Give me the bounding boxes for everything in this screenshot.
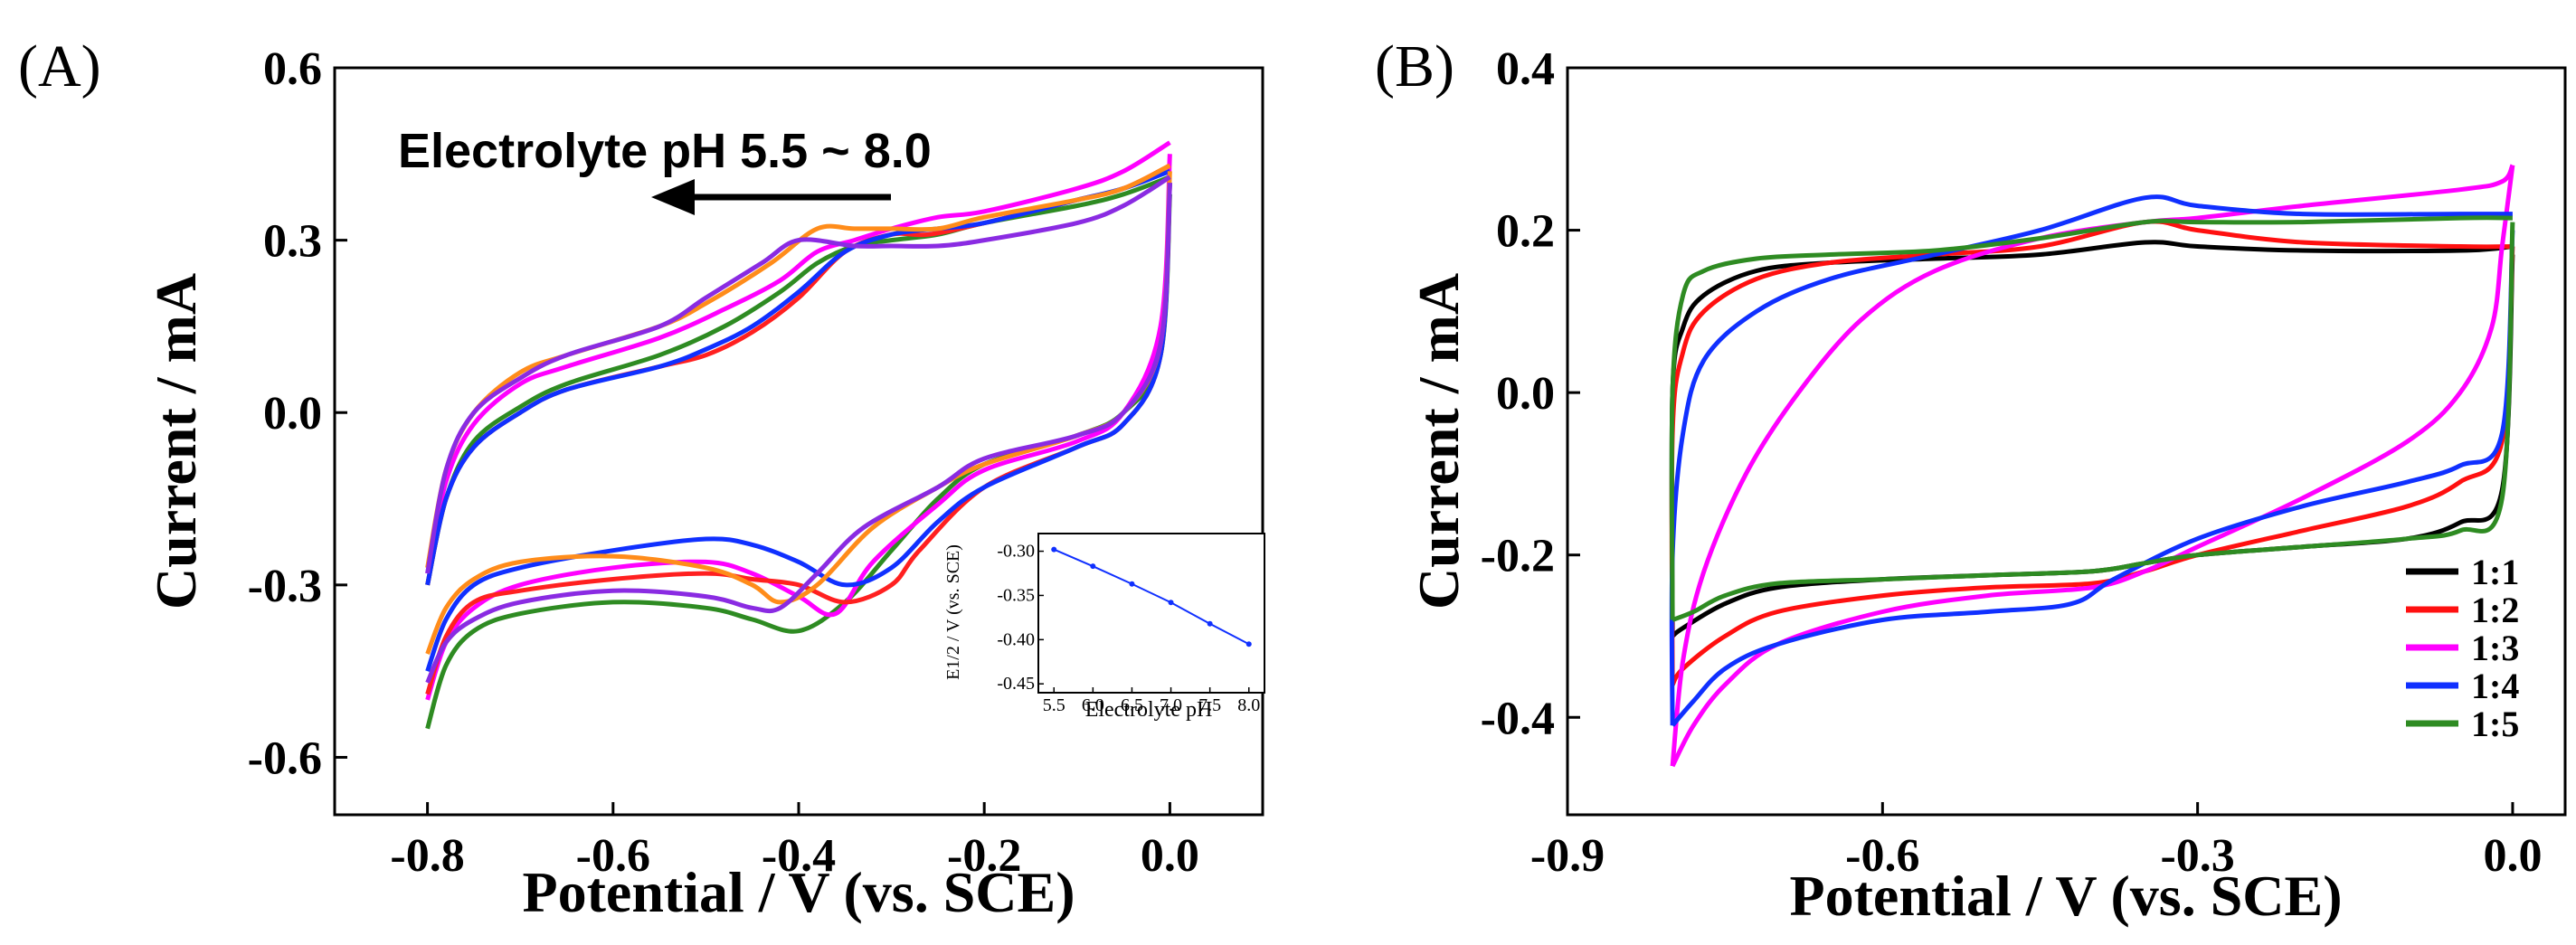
x-tick-label: -0.2 — [947, 830, 1021, 882]
cv-curve-forward — [1671, 254, 2515, 638]
inset-y-tick-label: -0.30 — [997, 542, 1035, 562]
panel-b-legend: 1:11:21:31:41:5 — [2406, 552, 2519, 744]
panel-a-x-ticks: -0.8 -0.6 -0.4 -0.2 0.0 — [390, 802, 1199, 882]
cv-curve-reverse — [1669, 215, 2513, 620]
ph-direction-arrow — [651, 179, 891, 215]
cv-curve-forward — [1670, 246, 2515, 686]
cv-curve-forward — [425, 182, 1172, 673]
cv-curve-reverse — [425, 175, 1171, 574]
cv-curve-forward — [425, 182, 1172, 684]
y-tick-label: 0.2 — [1496, 206, 1555, 258]
cv-curve-reverse — [425, 140, 1171, 574]
cv-curve-forward — [1672, 222, 2515, 622]
panel-a-series-group — [425, 140, 1172, 730]
y-tick-label: -0.3 — [248, 561, 322, 612]
x-tick-label: -0.8 — [390, 830, 464, 882]
y-tick-label: -0.2 — [1481, 531, 1555, 582]
x-tick-label: -0.6 — [576, 830, 650, 882]
panel-b-label: (B) — [1375, 33, 1454, 99]
inset-point — [1168, 600, 1174, 606]
y-tick-label: 0.0 — [1496, 368, 1555, 420]
panel-b-y-ticks: -0.4 -0.2 0.0 0.2 0.4 — [1481, 43, 1580, 744]
cv-curve-reverse — [1670, 164, 2515, 767]
inset-point — [1090, 563, 1096, 570]
panel-a-y-axis-label: Current / mA — [144, 273, 208, 610]
y-tick-label: 0.6 — [263, 43, 322, 95]
y-tick-label: 0.3 — [263, 216, 322, 268]
inset-x-tick-label: 6.0 — [1082, 695, 1104, 715]
x-tick-label: 0.0 — [1141, 830, 1199, 882]
cv-curve-forward — [1671, 230, 2515, 727]
inset-x-tick-label: 7.5 — [1198, 695, 1221, 715]
y-tick-label: -0.6 — [248, 732, 322, 784]
panel-a-inset: 5.5 6.0 6.5 7.0 7.5 8.0 -0.30 -0.35 -0.40 -0.45 E… — [943, 533, 1265, 722]
panel-b-x-axis-label: Potential / V (vs. SCE) — [1790, 864, 2343, 928]
inset-point — [1207, 620, 1213, 627]
cv-curve-reverse — [1669, 240, 2514, 637]
inset-x-tick-label: 7.0 — [1160, 695, 1182, 715]
cv-curve-forward — [1670, 165, 2515, 768]
legend-entry: 1:1 — [2471, 552, 2519, 592]
legend-entry: 1:5 — [2471, 704, 2519, 744]
y-tick-label: 0.4 — [1496, 43, 1555, 95]
inset-x-axis-label: Electrolyte pH — [1085, 698, 1213, 722]
inset-point — [1245, 641, 1252, 647]
panel-b-y-axis-label: Current / mA — [1406, 273, 1471, 610]
panel-b-x-ticks: -0.9 -0.6 -0.3 0.0 — [1530, 802, 2542, 882]
inset-fit-line — [1053, 548, 1250, 646]
legend-entry: 1:2 — [2471, 590, 2519, 630]
cv-curve-reverse — [425, 169, 1171, 586]
x-tick-label: 0.0 — [2483, 830, 2542, 882]
inset-frame — [1037, 533, 1265, 694]
legend-entry: 1:4 — [2471, 666, 2519, 706]
y-tick-label: 0.0 — [263, 388, 322, 439]
panel-a-label: (A) — [18, 33, 101, 99]
x-tick-label: -0.9 — [1530, 830, 1605, 882]
inset-y-tick-label: -0.40 — [997, 629, 1035, 649]
panel-a-annotation: Electrolyte pH 5.5 ~ 8.0 — [398, 124, 932, 178]
inset-marks — [1051, 546, 1252, 647]
panel-b: (B) -0.9 -0.6 -0.3 0.0 -0.4 -0.2 0.0 0.2 0.4 Po… — [1375, 33, 2567, 928]
inset-point — [1051, 546, 1057, 553]
cv-curve-reverse — [1669, 194, 2513, 726]
panel-a-y-ticks: -0.6 -0.3 0.0 0.3 0.6 — [248, 43, 347, 784]
inset-ticks: 5.5 6.0 6.5 7.0 7.5 8.0 -0.30 -0.35 -0.40 -0.45 — [997, 542, 1260, 715]
inset-x-tick-label: 5.5 — [1043, 695, 1065, 715]
panel-a-x-axis-label: Potential / V (vs. SCE) — [523, 860, 1075, 924]
inset-x-tick-label: 6.5 — [1121, 695, 1143, 715]
panel-b-series-group — [1669, 164, 2515, 768]
inset-point — [1129, 581, 1135, 587]
legend-entry: 1:3 — [2471, 628, 2519, 668]
x-tick-label: -0.3 — [2160, 830, 2234, 882]
inset-y-tick-label: -0.35 — [997, 585, 1035, 605]
x-tick-label: -0.4 — [762, 830, 836, 882]
panel-a: (A) -0.8 -0.6 -0.4 -0.2 0.0 -0.6 -0.3 0.0 0.3 0.… — [18, 33, 1265, 924]
inset-y-tick-label: -0.45 — [997, 674, 1035, 694]
inset-x-tick-label: 8.0 — [1237, 695, 1260, 715]
x-tick-label: -0.6 — [1845, 830, 1919, 882]
y-tick-label: -0.4 — [1481, 693, 1555, 744]
inset-y-axis-label: E1/2 / V (vs. SCE) — [943, 544, 963, 680]
panel-b-frame — [1566, 66, 2567, 817]
